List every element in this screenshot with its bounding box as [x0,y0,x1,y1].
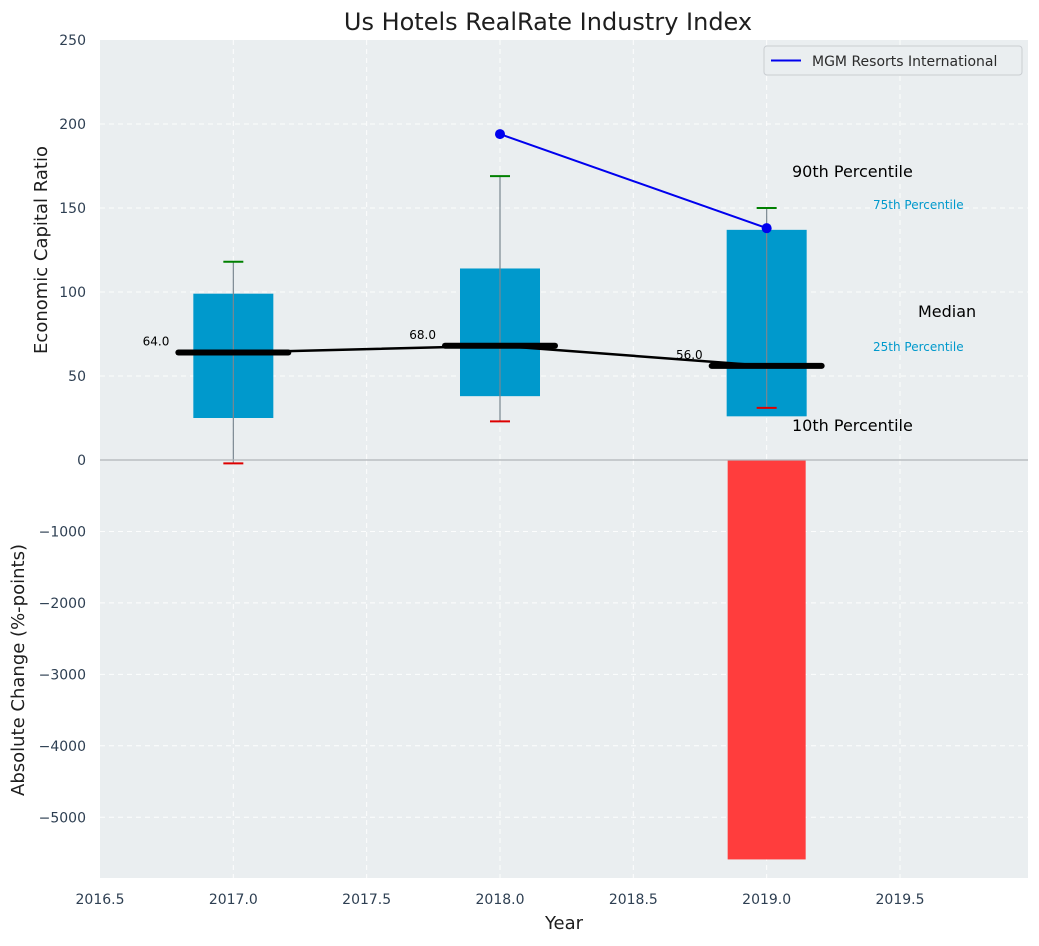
bottom-y-tick-label: −2000 [39,596,86,612]
x-tick-label: 2018.0 [476,892,525,908]
tick-labels: 2016.5 2017.0 2017.5 2018.0 2018.5 2019.0 2019… [39,33,925,908]
annotation-25th-percentile: 25th Percentile [873,340,964,354]
annotation-median: Median [918,302,976,321]
x-tick-label: 2019.0 [742,892,791,908]
bottom-plot-background [100,460,1028,878]
bottom-y-tick-label: −5000 [39,810,86,826]
bottom-y-tick-label: −1000 [39,524,86,540]
x-tick-label: 2018.5 [609,892,658,908]
top-y-tick-label: 100 [59,285,86,301]
legend-box [763,45,1023,76]
legend: MGM Resorts International [763,45,1023,76]
top-y-tick-label: 250 [59,33,86,49]
top-y-tick-label: 150 [59,201,86,217]
median-value-label: 56.0 [676,348,703,362]
bottom-y-tick-label: −3000 [39,667,86,683]
company-series-point [761,223,772,234]
annotation-labels: 90th Percentile 75th Percentile Median 2… [792,162,976,435]
annotation-90th-percentile: 90th Percentile [792,162,913,181]
company-series-point [495,129,505,140]
median-value-label: 68.0 [409,328,436,342]
top-y-tick-label: 50 [68,369,86,385]
change-bar-layer [727,460,806,860]
top-y-axis-title: Economic Capital Ratio [31,146,52,354]
x-tick-label: 2017.0 [209,892,258,908]
x-tick-label: 2016.5 [76,892,125,908]
legend-entry-label: MGM Resorts International [812,54,997,70]
top-y-tick-label: 0 [77,453,86,469]
x-tick-label: 2019.5 [876,892,925,908]
annotation-75th-percentile: 75th Percentile [873,198,964,212]
bottom-y-tick-label: −4000 [39,739,86,755]
bottom-y-axis-title: Absolute Change (%-points) [8,544,29,796]
median-value-label: 64.0 [143,334,170,348]
annotation-10th-percentile: 10th Percentile [792,416,913,435]
top-y-tick-label: 200 [59,117,86,133]
x-tick-label: 2017.5 [342,892,391,908]
company-series-line [499,133,767,230]
box-plot-layer: 64.0 68.0 56.0 [143,129,825,465]
x-axis-title: Year [544,913,584,934]
chart-title: Us Hotels RealRate Industry Index [344,8,752,36]
change-bar [727,460,806,860]
